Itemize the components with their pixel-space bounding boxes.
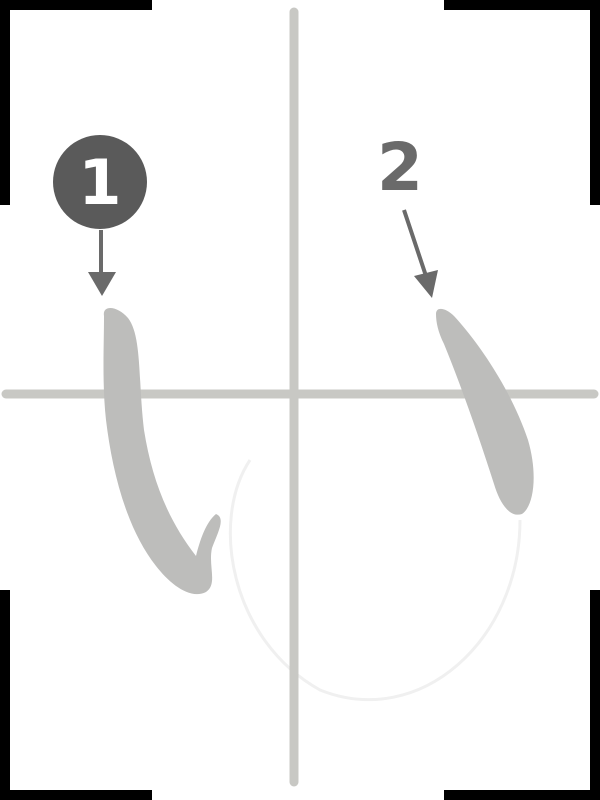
corner-bottom-right	[444, 790, 600, 800]
step-1-marker: 1	[53, 135, 147, 296]
corner-bottom-right-side	[590, 590, 600, 800]
step-1-number: 1	[78, 146, 121, 219]
step-2-arrow-head	[414, 270, 438, 298]
step-2-arrow-shaft	[402, 209, 428, 277]
step-1-arrow-head	[88, 272, 116, 296]
corner-bottom-left	[0, 790, 152, 800]
corner-top-left	[0, 0, 152, 10]
brush-stroke-2	[436, 308, 534, 515]
corner-top-right	[444, 0, 600, 10]
corner-top-right-side	[590, 0, 600, 205]
faint-guide-curve	[228, 459, 522, 702]
corner-top-left-side	[0, 0, 10, 205]
step-2-marker: 2	[377, 129, 438, 298]
step-2-number: 2	[377, 129, 423, 206]
corner-bottom-left-side	[0, 590, 10, 800]
step-1-badge	[53, 135, 147, 229]
brush-stroke-1	[103, 307, 221, 595]
